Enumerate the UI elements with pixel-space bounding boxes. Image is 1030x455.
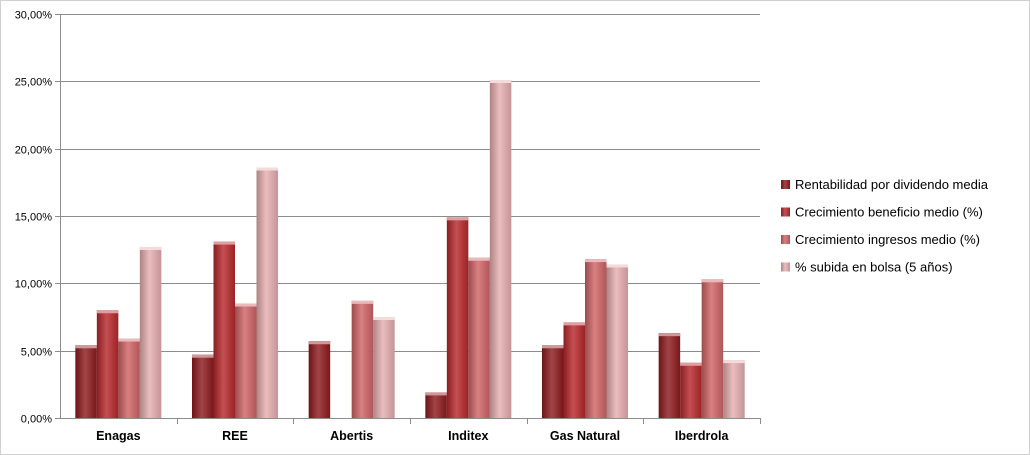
legend-label: Crecimiento beneficio medio (%)	[795, 205, 983, 220]
bar	[235, 303, 257, 418]
y-tick-label: 20,00%	[15, 145, 53, 157]
bar	[606, 264, 628, 418]
x-tick-label: Abertis	[330, 429, 373, 443]
y-tick-label: 5,00%	[21, 347, 52, 359]
y-tick-label: 0,00%	[21, 414, 52, 426]
bar	[351, 300, 374, 418]
y-tick-label: 30,00%	[15, 10, 53, 22]
legend-swatch	[781, 207, 790, 217]
axes	[60, 14, 761, 424]
bar-cap	[585, 259, 607, 263]
bar-cap	[425, 392, 447, 396]
bar-cap	[542, 345, 564, 349]
bar	[213, 241, 235, 418]
bar	[75, 345, 97, 418]
bar	[489, 79, 512, 418]
y-axis-ticks: 0,00% 5,00% 10,00% 15,00% 20,00% 25,00% 30,00%	[15, 10, 53, 426]
bar	[563, 322, 585, 418]
bar	[468, 257, 490, 418]
bar-cap	[446, 217, 469, 221]
bar-cap	[96, 310, 119, 314]
bar-cap	[256, 167, 278, 171]
bar	[658, 333, 681, 418]
legend-label: Crecimiento ingresos medio (%)	[795, 232, 980, 247]
bar	[139, 246, 162, 418]
bar	[192, 354, 214, 418]
bar	[723, 360, 745, 418]
bar	[446, 217, 469, 418]
bar	[585, 259, 607, 418]
x-axis-labels: Enagas REE Abertis Inditex Gas Natural Iberdr…	[96, 429, 729, 443]
bar	[256, 167, 278, 418]
x-tick-label: Gas Natural	[550, 429, 620, 443]
bar-cap	[75, 345, 97, 349]
gridlines	[55, 14, 760, 419]
bar-cap	[373, 317, 395, 320]
legend: Rentabilidad por dividendo media Crecimie…	[781, 177, 989, 275]
bar-cap	[308, 341, 331, 345]
x-tick-label: REE	[222, 429, 248, 443]
bar-cap	[468, 257, 490, 261]
bar-cap	[658, 333, 681, 337]
legend-label: Rentabilidad por dividendo media	[795, 177, 989, 192]
legend-swatch	[781, 262, 790, 272]
bar-cap	[213, 241, 235, 245]
bar-cap	[235, 303, 257, 307]
bar	[680, 362, 702, 418]
bar	[118, 338, 140, 418]
bars	[75, 79, 745, 418]
bar	[373, 317, 395, 418]
bar-cap	[606, 264, 628, 268]
x-tick-label: Iberdrola	[675, 429, 730, 443]
bar-cap	[563, 322, 585, 326]
bar-cap	[192, 354, 214, 358]
bar-cap	[351, 300, 374, 304]
bar	[96, 310, 119, 418]
y-tick-label: 25,00%	[15, 77, 53, 89]
y-tick-label: 10,00%	[15, 279, 53, 291]
legend-swatch	[781, 235, 790, 244]
x-tick-label: Enagas	[96, 429, 141, 443]
bar-cap	[701, 279, 724, 283]
legend-label: % subida en bolsa (5 años)	[795, 260, 953, 275]
bar	[542, 345, 564, 418]
bar	[308, 341, 331, 418]
bar-cap	[723, 360, 745, 364]
legend-swatch	[781, 180, 790, 189]
bar-cap	[139, 246, 162, 250]
y-tick-label: 15,00%	[15, 212, 53, 224]
bar-cap	[118, 338, 140, 342]
bar-cap	[680, 362, 702, 366]
x-tick-label: Inditex	[448, 429, 488, 443]
bar	[425, 392, 447, 418]
bar	[701, 279, 724, 418]
bar-cap	[489, 79, 512, 83]
